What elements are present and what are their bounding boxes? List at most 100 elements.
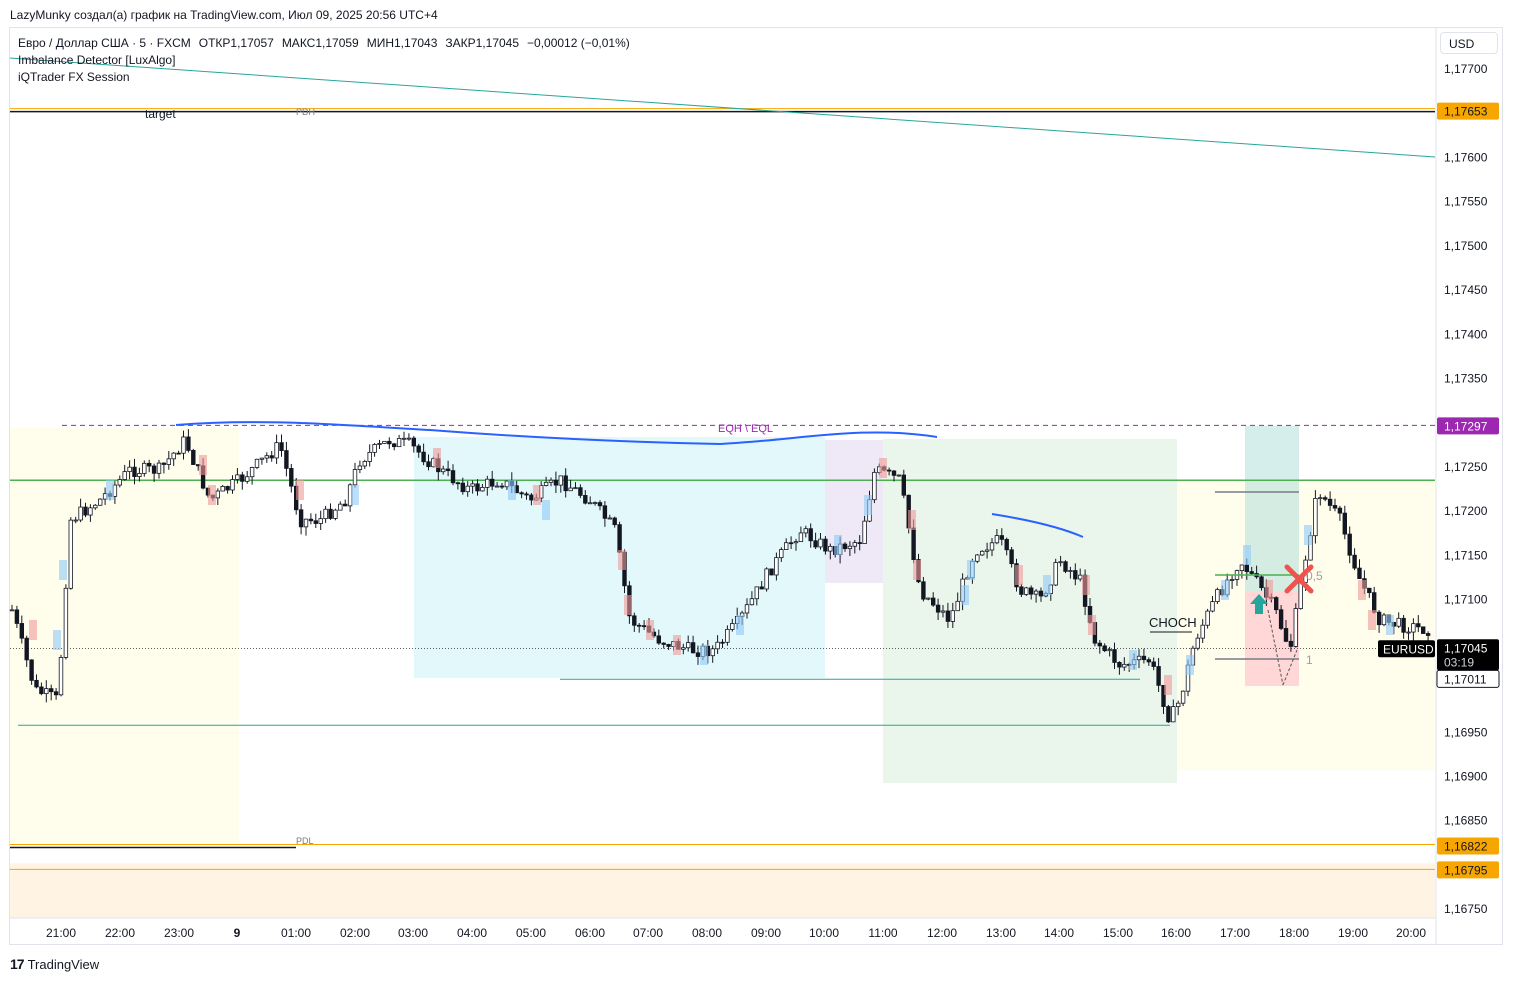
candle <box>891 470 897 482</box>
candle-body <box>1352 554 1357 569</box>
candle <box>612 516 617 528</box>
time-tick-label: 14:00 <box>1044 926 1074 940</box>
candle <box>1376 610 1382 633</box>
indicator-session[interactable]: iQTrader FX Session <box>18 70 130 84</box>
candle-body <box>186 436 191 451</box>
candle <box>450 464 456 486</box>
price-tick-label: 1,17150 <box>1444 548 1488 562</box>
candle-body <box>592 502 598 504</box>
time-tick-label: 19:00 <box>1338 926 1368 940</box>
candle <box>303 518 309 536</box>
candle-body <box>1337 507 1343 514</box>
candle <box>240 471 245 490</box>
candle-body <box>1180 690 1186 704</box>
tradingview-brand: 17 TradingView <box>10 956 99 972</box>
candle <box>171 452 176 466</box>
candle-body <box>637 624 642 627</box>
candle-body <box>480 487 485 492</box>
candle <box>445 460 451 477</box>
bearish-imbalance-box <box>879 458 887 478</box>
candle <box>186 429 191 453</box>
symbol-name[interactable]: Евро / Доллар США · 5 · FXCM <box>18 36 191 50</box>
time-tick-label: 05:00 <box>516 926 546 940</box>
candle-body <box>1293 608 1298 647</box>
candle <box>352 462 358 488</box>
price-label: 1,17011 <box>1436 669 1500 688</box>
candle <box>132 458 137 485</box>
candle-body <box>715 641 720 650</box>
candle-body <box>14 609 20 624</box>
trend-line <box>9 57 1436 158</box>
candle <box>1327 491 1333 511</box>
price-tick-label: 1,16850 <box>1444 814 1488 828</box>
candle <box>857 535 862 551</box>
candle-body <box>1367 587 1372 594</box>
axes: 1,17700 1,17600 1,17550 1,17500 1,17450 1,174… <box>10 28 1500 944</box>
candle-body <box>406 437 412 440</box>
candle-body <box>1313 498 1318 537</box>
candle <box>1097 640 1102 654</box>
bullish-imbalance-box <box>1043 575 1051 595</box>
candle <box>406 433 412 441</box>
candle <box>686 635 691 652</box>
candle-body <box>1347 533 1352 556</box>
candle-body <box>666 644 671 647</box>
candle-body <box>828 545 833 552</box>
candle <box>641 620 647 630</box>
candle <box>759 580 764 590</box>
candle-body <box>68 519 73 589</box>
candle <box>338 501 343 511</box>
bearish-imbalance-box <box>533 485 541 505</box>
candle <box>244 470 250 484</box>
time-tick-label: 11:00 <box>868 926 897 940</box>
candle-body <box>308 518 314 522</box>
candle-body <box>813 540 818 548</box>
candle-body <box>725 629 730 643</box>
candle <box>396 434 402 448</box>
bullish-imbalance-box <box>700 645 708 665</box>
candle-body <box>921 581 926 600</box>
candle-body <box>1425 633 1431 636</box>
candle-body <box>489 478 495 487</box>
candle-body <box>259 457 265 460</box>
projection-path <box>1267 609 1298 686</box>
candle-body <box>931 597 936 606</box>
candle <box>53 687 59 700</box>
candle <box>318 510 323 531</box>
candle <box>710 645 715 663</box>
price-label: 1,16822 <box>1437 837 1499 855</box>
candle <box>1288 633 1294 652</box>
candle <box>730 618 735 632</box>
candle <box>852 539 857 554</box>
candle <box>372 442 377 457</box>
candle <box>1117 661 1122 675</box>
candle <box>1029 585 1034 600</box>
indicator-imbalance[interactable]: Imbalance Detector [LuxAlgo] <box>18 53 176 67</box>
candle <box>1033 589 1039 603</box>
candle-body <box>573 487 578 490</box>
time-tick-label: 17:00 <box>1220 926 1250 940</box>
time-tick-label: 18:00 <box>1279 926 1309 940</box>
candle <box>83 502 88 518</box>
candle-body <box>191 450 196 465</box>
candle-body <box>1107 649 1112 652</box>
candle-body <box>1318 497 1323 500</box>
currency-button[interactable]: USD <box>1440 32 1498 54</box>
candle-body <box>1249 571 1254 574</box>
candle <box>480 483 485 492</box>
candle <box>558 475 563 493</box>
candle <box>142 460 147 477</box>
candle <box>1411 618 1416 641</box>
candle-body <box>142 462 147 474</box>
bearish-imbalance-box <box>913 560 921 580</box>
candle <box>1313 490 1318 544</box>
candle-body <box>999 535 1004 540</box>
candle-body <box>641 625 647 628</box>
candle <box>44 680 49 703</box>
candle <box>774 552 779 581</box>
candle-body <box>377 443 382 445</box>
candle <box>289 463 294 493</box>
candle <box>426 454 431 471</box>
bullish-imbalance-box <box>1129 650 1137 670</box>
